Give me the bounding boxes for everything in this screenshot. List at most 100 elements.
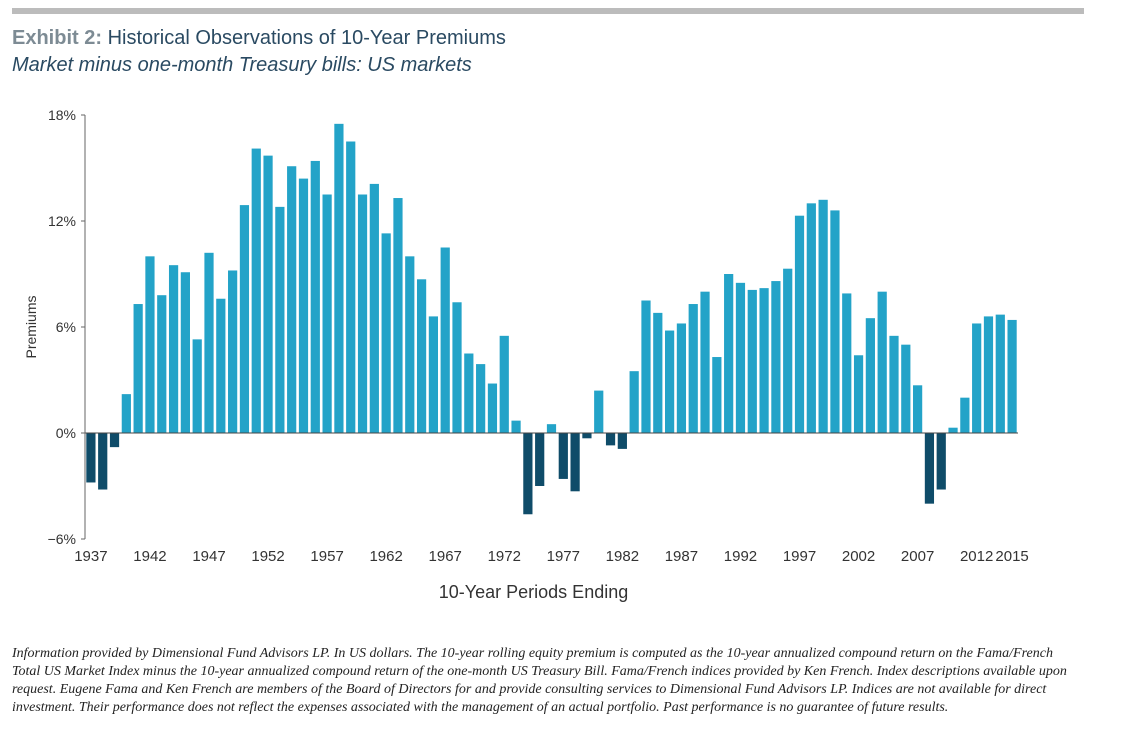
bar-chart: −6%0%6%12%18% 1937 1942 1947 1952 1957 1962 19…: [23, 107, 1029, 602]
x-tick-label: 1967: [429, 548, 462, 565]
bar-2015: [1007, 319, 1017, 433]
bar-2001: [842, 293, 852, 433]
bar-1975: [535, 433, 545, 486]
bar-2009: [936, 433, 946, 490]
y-tick-label: 0%: [56, 425, 76, 441]
bar-1988: [688, 304, 698, 433]
bar-1941: [133, 304, 143, 433]
bar-1999: [818, 199, 828, 433]
bar-1967: [440, 247, 450, 433]
bar-1978: [570, 433, 580, 492]
chart-title-text: Historical Observations of 10-Year Premi…: [107, 27, 506, 49]
y-tick-label: 18%: [48, 107, 76, 123]
bar-1962: [381, 233, 391, 433]
bar-1971: [487, 383, 498, 433]
x-tick-label: 1977: [547, 548, 580, 565]
bar-1982: [617, 433, 627, 449]
chart-title: Exhibit 2: Historical Observations of 10…: [12, 27, 506, 50]
bar-1984: [641, 300, 651, 433]
x-tick-label: 1957: [310, 548, 343, 565]
x-tick-label: 1947: [192, 548, 225, 565]
bar-2006: [901, 344, 911, 433]
x-tick-label: 2007: [901, 548, 934, 565]
bar-1965: [416, 279, 427, 433]
bar-1989: [700, 291, 710, 433]
bar-1991: [724, 274, 734, 433]
bar-1969: [464, 353, 474, 433]
bar-1943: [157, 295, 167, 433]
bar-2010: [948, 427, 958, 433]
bar-1995: [771, 281, 781, 433]
bar-1953: [275, 206, 285, 433]
bar-1947: [204, 252, 214, 433]
bar-1964: [405, 256, 415, 433]
bar-1972: [499, 335, 509, 433]
x-axis-label: 10-Year Periods Ending: [439, 582, 628, 602]
bar-2002: [853, 355, 864, 433]
exhibit-label: Exhibit 2:: [12, 27, 103, 49]
y-axis-label: Premiums: [23, 295, 39, 358]
y-axis-ticks: −6% 0% 6% 12% 18%: [48, 107, 85, 547]
x-tick-label: 1997: [783, 548, 816, 565]
bar-1955: [298, 178, 309, 433]
bar-2011: [960, 397, 970, 433]
bar-1945: [180, 272, 190, 433]
x-tick-label: 1982: [606, 548, 639, 565]
bar-1994: [759, 288, 769, 433]
y-tick-label: 6%: [56, 319, 76, 335]
bar-1942: [145, 256, 155, 433]
x-tick-label: 2015: [995, 548, 1028, 565]
bar-1979: [582, 433, 592, 439]
bar-1990: [712, 357, 722, 433]
bar-2003: [865, 318, 875, 433]
bar-1996: [783, 268, 793, 433]
bar-1980: [594, 390, 604, 433]
bar-1983: [629, 371, 639, 433]
bar-1981: [605, 433, 616, 446]
x-tick-label: 1992: [724, 548, 757, 565]
top-divider: [12, 8, 1084, 14]
footnote: Information provided by Dimensional Fund…: [12, 646, 1067, 715]
bar-1992: [735, 282, 746, 433]
bar-2005: [889, 335, 899, 433]
bar-1985: [653, 312, 663, 433]
bar-1966: [428, 316, 438, 433]
bar-1987: [676, 323, 687, 433]
bar-2008: [924, 433, 935, 504]
bar-1968: [452, 302, 462, 433]
bar-1974: [523, 433, 533, 515]
bar-1998: [806, 203, 816, 433]
y-tick-label: −6%: [48, 531, 76, 547]
bar-1957: [322, 194, 332, 433]
x-axis-ticks: 1937 1942 1947 1952 1957 1962 1967 1972 1977 1982…: [74, 548, 1029, 565]
bar-1956: [310, 160, 320, 433]
bar-1939: [109, 433, 120, 448]
bar-1940: [121, 394, 131, 433]
x-tick-label: 1962: [369, 548, 402, 565]
bar-1954: [287, 166, 297, 433]
bar-1973: [511, 420, 521, 433]
bar-1948: [216, 298, 226, 433]
bar-1938: [98, 433, 108, 490]
bar-1946: [192, 339, 202, 433]
x-tick-label: 1987: [665, 548, 698, 565]
x-tick-label: 1942: [133, 548, 166, 565]
bar-1950: [239, 205, 250, 433]
bar-2007: [913, 385, 923, 433]
x-tick-label: 2012: [960, 548, 993, 565]
y-tick-label: 12%: [48, 213, 76, 229]
x-tick-label: 1937: [74, 548, 107, 565]
bar-1970: [476, 364, 486, 433]
bar-1951: [251, 148, 261, 433]
bar-1960: [357, 194, 368, 433]
bar-1976: [546, 424, 557, 433]
bar-1961: [369, 183, 379, 433]
bar-1997: [794, 215, 805, 433]
x-tick-label: 1972: [488, 548, 521, 565]
bar-1937: [86, 433, 96, 483]
bar-1944: [168, 265, 179, 433]
chart-subtitle: Market minus one-month Treasury bills: U…: [12, 54, 472, 76]
bar-2013: [983, 316, 994, 433]
bar-1986: [665, 330, 675, 433]
x-tick-label: 1952: [251, 548, 284, 565]
